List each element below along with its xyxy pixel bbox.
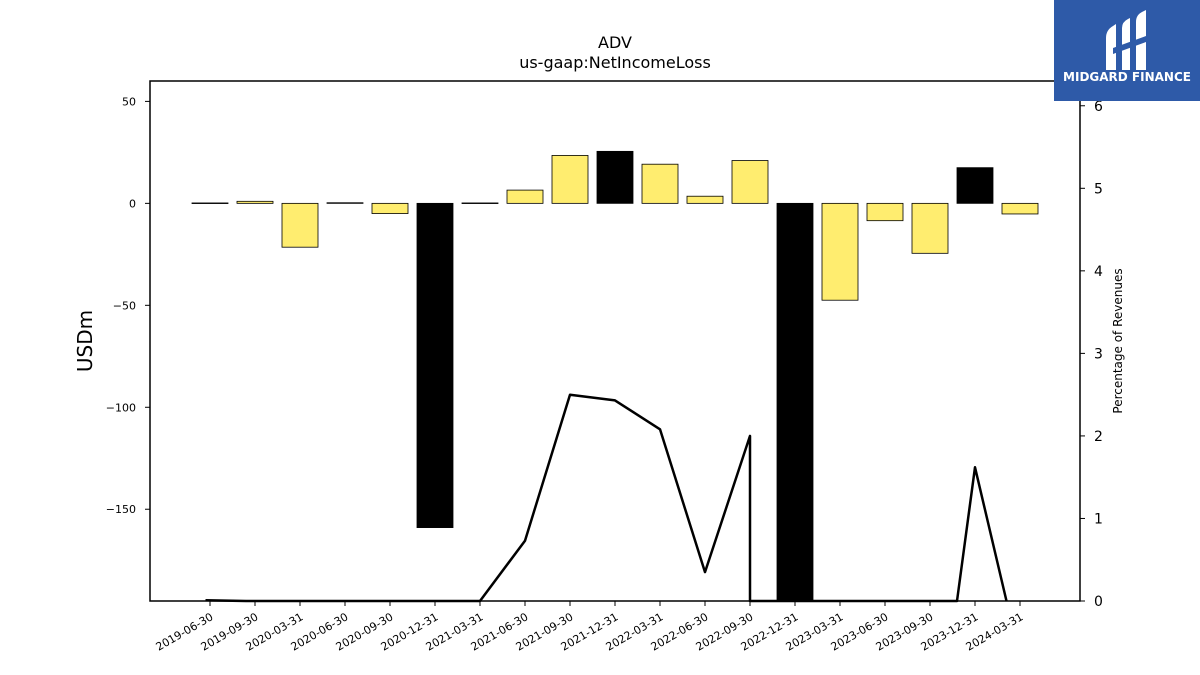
bar-2022-09-30 — [731, 160, 769, 204]
y2-tick-label: 3 — [1094, 346, 1103, 362]
bar-2023-03-31 — [821, 202, 859, 301]
y2-tick-label: 1 — [1094, 511, 1103, 527]
y-tick-label: −100 — [106, 401, 136, 414]
revenue-percentage-line — [205, 393, 1008, 603]
y-tick-label: 50 — [122, 95, 136, 108]
bar-2024-03-31 — [1001, 202, 1039, 215]
bar-2023-09-30 — [911, 202, 949, 254]
y2-axis-label: Percentage of Revenues — [1111, 268, 1125, 413]
y-tick-label: 0 — [129, 197, 136, 210]
bar-series — [191, 150, 1039, 602]
bar-2019-09-30 — [236, 200, 274, 204]
bar-2020-12-31 — [416, 202, 454, 528]
bar-2021-12-31 — [596, 150, 634, 204]
bar-2022-06-30 — [686, 195, 724, 204]
x-axis: 2019-06-302019-09-302020-03-312020-06-30… — [154, 601, 1026, 654]
bar-2020-09-30 — [371, 202, 409, 214]
bar-2022-12-31 — [776, 202, 814, 602]
y-axis-label: USDm — [73, 310, 97, 372]
bar-2023-06-30 — [866, 202, 904, 222]
logo-mark-icon — [1106, 10, 1146, 70]
logo-text: MIDGARD FINANCE — [1063, 70, 1191, 84]
bar-2022-03-31 — [641, 163, 679, 204]
brand-logo: MIDGARD FINANCE — [1054, 0, 1200, 101]
chart-title: ADV — [598, 33, 632, 52]
chart-subtitle: us-gaap:NetIncomeLoss — [519, 53, 711, 72]
line-series — [205, 393, 1008, 603]
bar-2020-03-31 — [281, 202, 319, 248]
y-axis-left: 50 0 −50 −100 −150 — [106, 95, 150, 516]
y2-tick-label: 6 — [1094, 99, 1103, 115]
y-tick-label: −150 — [106, 503, 136, 516]
y2-tick-label: 0 — [1094, 594, 1103, 610]
bar-2020-06-30 — [326, 202, 364, 204]
y2-tick-label: 5 — [1094, 181, 1103, 197]
bar-2021-03-31 — [461, 202, 499, 204]
bar-2021-09-30 — [551, 155, 589, 204]
y2-tick-label: 4 — [1094, 264, 1103, 280]
y-tick-label: −50 — [113, 299, 136, 312]
bar-2019-06-30 — [191, 202, 229, 204]
bar-2021-06-30 — [506, 189, 544, 204]
bar-2023-12-31 — [956, 167, 994, 204]
y-axis-right: 0 1 2 3 4 5 6 — [1080, 99, 1103, 610]
y2-tick-label: 2 — [1094, 429, 1103, 445]
